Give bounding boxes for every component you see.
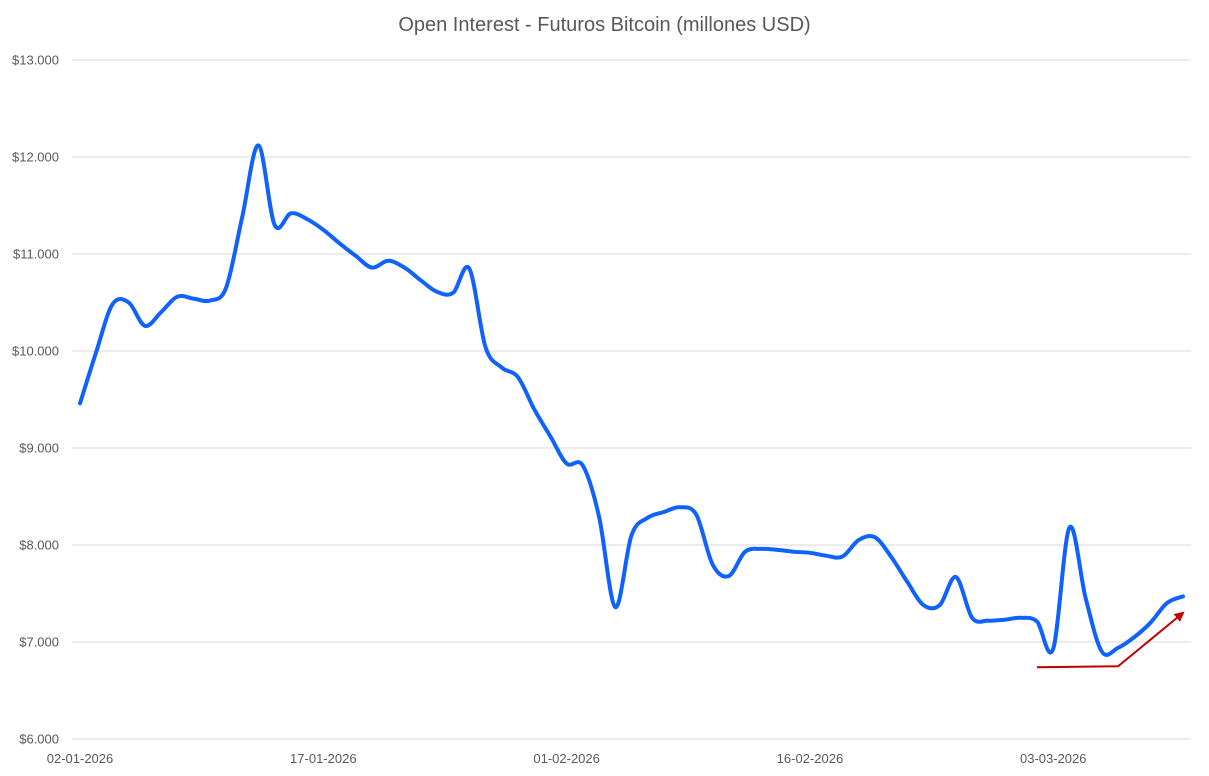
y-axis: $6.000 $7.000 $8.000 $9.000 $10.000 $11.000 $1… xyxy=(12,53,59,747)
y-tick-label: $10.000 xyxy=(12,344,59,359)
y-tick-label: $12.000 xyxy=(12,150,59,165)
trend-arrow xyxy=(1036,611,1185,669)
x-tick-label: 16-02-2026 xyxy=(777,751,844,766)
x-tick-label: 03-03-2026 xyxy=(1020,751,1087,766)
y-tick-label: $13.000 xyxy=(12,53,59,68)
y-tick-label: $9.000 xyxy=(19,441,59,456)
x-tick-label: 17-01-2026 xyxy=(290,751,357,766)
series-layer xyxy=(78,143,1185,657)
x-tick-label: 01-02-2026 xyxy=(533,751,600,766)
gridlines xyxy=(72,59,1191,740)
y-tick-label: $11.000 xyxy=(13,247,59,262)
x-axis: 02-01-2026 17-01-2026 01-02-2026 16-02-2026… xyxy=(47,751,1087,766)
x-tick-label: 02-01-2026 xyxy=(47,751,114,766)
chart-title: Open Interest - Futuros Bitcoin (millone… xyxy=(398,14,811,36)
annotation-layer xyxy=(1036,611,1185,669)
y-tick-label: $6.000 xyxy=(19,732,59,747)
y-tick-label: $8.000 xyxy=(19,538,59,553)
y-tick-label: $7.000 xyxy=(19,635,59,650)
series-line xyxy=(78,143,1185,657)
